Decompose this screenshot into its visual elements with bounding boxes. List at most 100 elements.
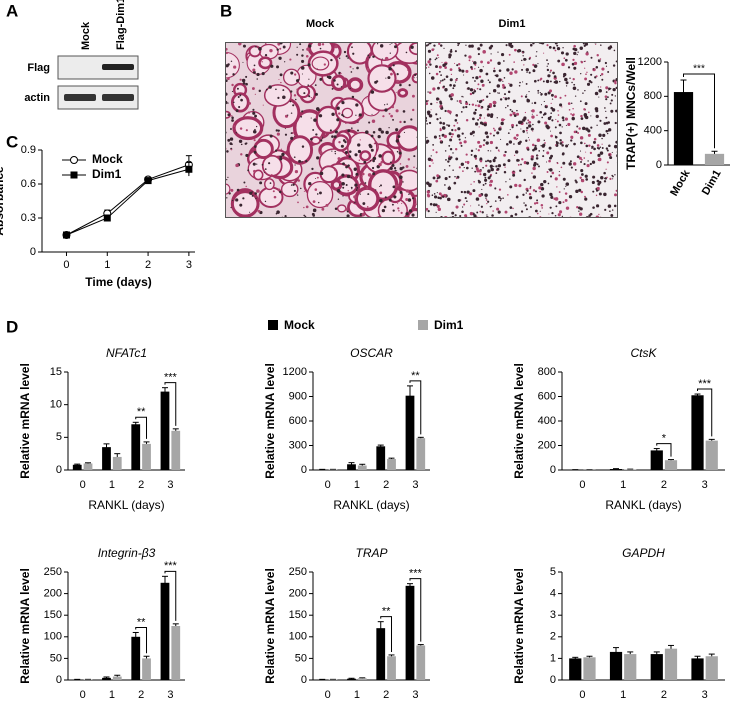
- dot: [465, 100, 468, 103]
- significance-bracket: [164, 382, 177, 426]
- dot: [541, 194, 545, 198]
- dot: [235, 198, 239, 202]
- dot: [601, 147, 604, 149]
- dot: [474, 122, 479, 126]
- dot: [598, 96, 600, 98]
- dot: [506, 105, 509, 107]
- dot: [562, 75, 565, 78]
- y-tick-label: 1200: [638, 56, 662, 68]
- dot: [519, 169, 522, 172]
- dot: [542, 155, 545, 158]
- dot: [505, 106, 507, 109]
- dot: [487, 169, 491, 173]
- dot: [279, 157, 283, 161]
- dot: [492, 127, 495, 130]
- dot: [297, 178, 299, 180]
- dot: [353, 195, 357, 199]
- y-tick-label: 0.3: [21, 212, 36, 224]
- dot: [337, 198, 340, 200]
- dot: [446, 197, 451, 202]
- dot: [599, 58, 602, 60]
- dot: [301, 160, 303, 163]
- dot: [225, 73, 228, 76]
- dot: [507, 90, 511, 94]
- cell: [395, 125, 418, 152]
- dot: [526, 148, 530, 151]
- dot: [573, 44, 576, 48]
- dot: [276, 48, 279, 51]
- cell: [394, 42, 418, 65]
- dot: [598, 213, 600, 216]
- dot: [604, 61, 607, 65]
- dot: [455, 205, 459, 209]
- dot: [567, 66, 571, 69]
- dot: [570, 135, 574, 139]
- dot: [605, 147, 609, 150]
- x-tick-label: 2: [138, 479, 144, 491]
- dot: [319, 191, 322, 195]
- dot: [432, 176, 436, 180]
- dot: [268, 85, 272, 89]
- dot: [227, 77, 230, 81]
- dot: [239, 127, 243, 130]
- dot: [484, 176, 487, 179]
- dot: [343, 50, 347, 54]
- y-tick-label: 200: [538, 439, 556, 451]
- dot: [573, 130, 577, 134]
- dot: [516, 112, 520, 116]
- x-tick-label: 2: [661, 689, 667, 701]
- dot: [357, 121, 359, 124]
- dot: [463, 190, 467, 194]
- dot: [490, 205, 493, 207]
- dot: [550, 154, 553, 158]
- dot: [531, 143, 535, 147]
- dot: [227, 113, 231, 117]
- dot: [436, 54, 439, 57]
- dot: [491, 214, 494, 217]
- dot: [425, 140, 429, 144]
- dot: [358, 113, 362, 117]
- dot: [448, 175, 451, 178]
- dot: [492, 89, 497, 93]
- dot: [552, 46, 556, 50]
- dot: [505, 142, 509, 146]
- dot: [525, 208, 528, 211]
- dot: [280, 148, 283, 150]
- dot: [583, 163, 586, 166]
- dot: [536, 212, 539, 215]
- dot: [580, 117, 584, 120]
- dot: [484, 178, 488, 182]
- dot: [579, 176, 582, 179]
- dot: [344, 151, 348, 155]
- dot: [426, 123, 428, 125]
- dot: [473, 135, 475, 137]
- dot: [458, 166, 461, 169]
- dot: [512, 173, 516, 177]
- dot: [392, 64, 395, 67]
- dot: [391, 164, 395, 167]
- dot: [481, 188, 483, 191]
- dot: [452, 87, 455, 90]
- dot: [548, 46, 552, 49]
- dot: [232, 73, 235, 76]
- dot: [366, 67, 370, 71]
- dot: [257, 209, 261, 213]
- dot: [253, 64, 256, 67]
- dot: [301, 145, 305, 148]
- dot: [563, 57, 566, 60]
- dot: [454, 214, 457, 217]
- bar: [609, 651, 623, 680]
- dot: [581, 126, 586, 131]
- dot: [584, 174, 588, 178]
- dot: [465, 81, 469, 84]
- dot: [435, 179, 439, 183]
- dot: [292, 104, 295, 107]
- dot: [282, 45, 286, 49]
- dot: [606, 176, 608, 179]
- dot: [359, 193, 361, 195]
- dot: [546, 170, 549, 173]
- legend-label: Mock: [92, 152, 123, 166]
- dot: [451, 211, 455, 215]
- dot: [551, 119, 554, 122]
- dot: [507, 97, 510, 100]
